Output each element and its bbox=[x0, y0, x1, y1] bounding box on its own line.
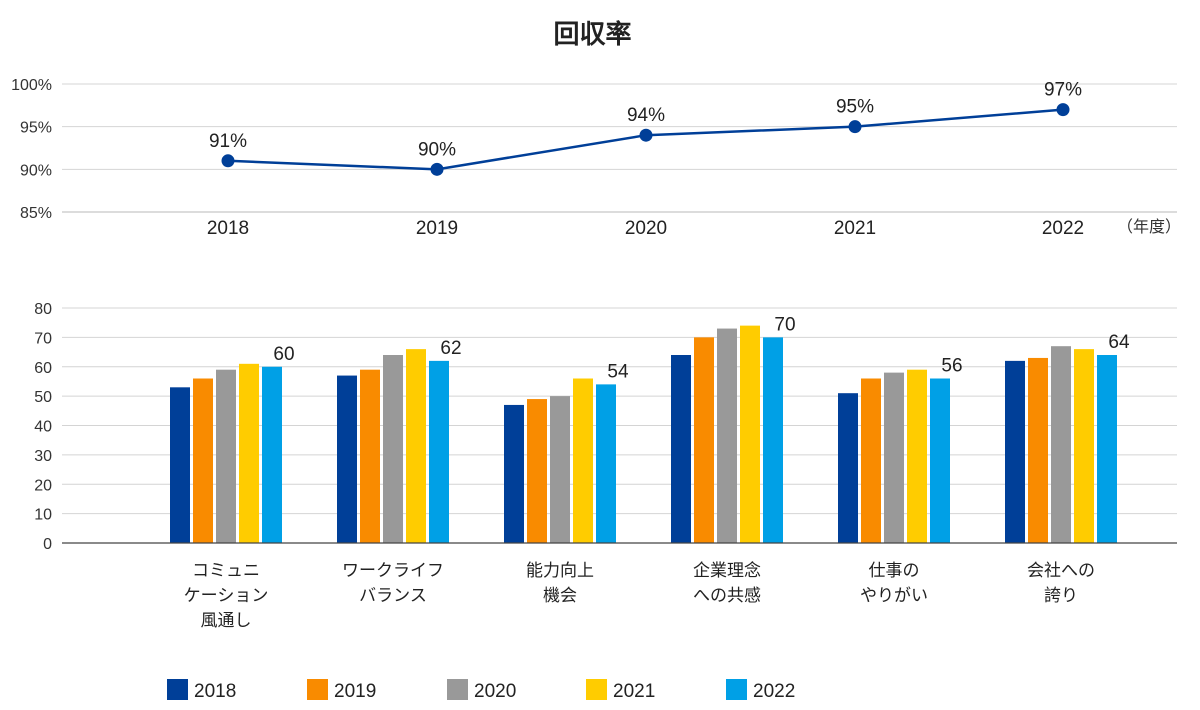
bar-y-tick-label: 70 bbox=[34, 330, 52, 347]
line-point bbox=[430, 162, 444, 176]
line-data-label: 91% bbox=[209, 131, 247, 152]
bar-y-tick-label: 0 bbox=[43, 536, 52, 553]
line-point bbox=[639, 128, 653, 142]
bar-category-label: への共感 bbox=[693, 586, 761, 606]
bar-2022 bbox=[262, 366, 282, 543]
bar-2019 bbox=[861, 378, 881, 543]
bar-category-label: バランス bbox=[359, 586, 427, 606]
bar-y-tick-label: 60 bbox=[34, 360, 52, 377]
bar-category-label: ワークライフ bbox=[342, 561, 444, 581]
legend-swatch bbox=[447, 679, 468, 700]
line-x-tick-label: 2019 bbox=[416, 218, 458, 239]
bar-2021 bbox=[907, 369, 927, 543]
bar-data-label: 64 bbox=[1108, 332, 1130, 353]
line-x-unit-label: （年度） bbox=[1117, 217, 1181, 236]
legend-label: 2021 bbox=[613, 681, 655, 702]
bar-y-tick-label: 80 bbox=[34, 301, 52, 318]
line-y-tick-label: 100% bbox=[11, 77, 52, 94]
bar-2018 bbox=[337, 375, 357, 543]
bar-category-label: 風通し bbox=[201, 611, 252, 631]
bar-data-label: 56 bbox=[941, 356, 962, 377]
line-x-tick-label: 2018 bbox=[207, 218, 249, 239]
bar-category-label: 誇り bbox=[1044, 586, 1078, 606]
bar-2022 bbox=[429, 360, 449, 543]
bar-2018 bbox=[1005, 360, 1025, 543]
bar-2021 bbox=[1074, 349, 1094, 543]
bar-data-label: 60 bbox=[273, 344, 294, 365]
line-data-label: 90% bbox=[418, 139, 456, 160]
legend-label: 2022 bbox=[753, 681, 795, 702]
legend-label: 2019 bbox=[334, 681, 376, 702]
bar-y-tick-label: 30 bbox=[34, 448, 52, 465]
bar-category-label: 会社への bbox=[1027, 561, 1095, 581]
bar-category-label: コミュニ bbox=[192, 561, 260, 581]
bar-2019 bbox=[694, 337, 714, 543]
legend-swatch bbox=[307, 679, 328, 700]
bar-y-tick-label: 20 bbox=[34, 477, 52, 494]
bar-2019 bbox=[1028, 357, 1048, 543]
bar-2021 bbox=[239, 363, 259, 543]
line-x-tick-label: 2020 bbox=[625, 218, 667, 239]
bar-category-label: 企業理念 bbox=[693, 560, 761, 581]
bar-2022 bbox=[596, 384, 616, 543]
line-point bbox=[221, 154, 235, 168]
bar-2018 bbox=[838, 393, 858, 543]
line-data-label: 95% bbox=[836, 97, 874, 118]
bar-category-label: 能力向上 bbox=[526, 561, 594, 581]
bar-2021 bbox=[573, 378, 593, 543]
bar-data-label: 62 bbox=[440, 338, 461, 359]
bar-2019 bbox=[193, 378, 213, 543]
page-title: 回収率 bbox=[553, 20, 632, 50]
bar-y-tick-label: 50 bbox=[34, 389, 52, 406]
line-y-tick-label: 95% bbox=[20, 120, 52, 137]
bar-2022 bbox=[930, 378, 950, 543]
line-data-label: 97% bbox=[1044, 80, 1082, 101]
line-point bbox=[1056, 103, 1070, 117]
bar-2020 bbox=[1051, 346, 1071, 543]
bar-2020 bbox=[383, 355, 403, 543]
bar-2018 bbox=[170, 387, 190, 543]
legend-label: 2020 bbox=[474, 681, 516, 702]
bar-2018 bbox=[671, 355, 691, 543]
line-y-tick-label: 90% bbox=[20, 162, 52, 179]
legend-swatch bbox=[167, 679, 188, 700]
bar-data-label: 54 bbox=[607, 361, 629, 382]
bar-2019 bbox=[360, 369, 380, 543]
line-data-label: 94% bbox=[627, 105, 665, 126]
line-x-tick-label: 2021 bbox=[834, 218, 876, 239]
bar-category-label: やりがい bbox=[860, 586, 928, 606]
line-y-tick-label: 85% bbox=[20, 205, 52, 222]
bar-2020 bbox=[550, 396, 570, 543]
line-point bbox=[848, 120, 862, 134]
legend-swatch bbox=[586, 679, 607, 700]
bar-2020 bbox=[884, 372, 904, 543]
bar-category-label: 仕事の bbox=[869, 561, 920, 581]
bar-2020 bbox=[717, 328, 737, 543]
bar-y-tick-label: 40 bbox=[34, 419, 52, 436]
legend-label: 2018 bbox=[194, 681, 236, 702]
bar-2021 bbox=[740, 325, 760, 543]
legend-swatch bbox=[726, 679, 747, 700]
bar-2022 bbox=[1097, 355, 1117, 543]
line-x-tick-label: 2022 bbox=[1042, 218, 1084, 239]
bar-2020 bbox=[216, 369, 236, 543]
bar-data-label: 70 bbox=[774, 314, 795, 335]
bar-2022 bbox=[763, 337, 783, 543]
bar-2019 bbox=[527, 399, 547, 543]
bar-2021 bbox=[406, 349, 426, 543]
bar-2018 bbox=[504, 404, 524, 543]
bar-category-label: ケーション bbox=[184, 586, 269, 606]
bar-y-tick-label: 10 bbox=[34, 507, 52, 524]
bar-category-label: 機会 bbox=[543, 586, 577, 606]
